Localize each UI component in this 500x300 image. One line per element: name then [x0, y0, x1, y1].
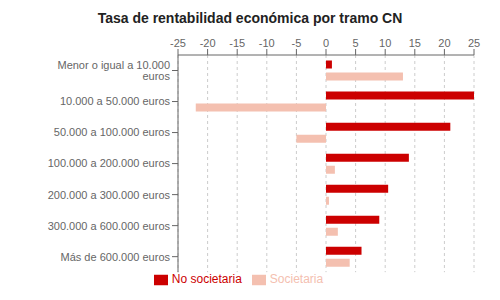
svg-text:10: 10	[379, 37, 391, 49]
html-text:Tasa de rentabilidad económica: Tasa de rentabilidad económica por tramo…	[97, 10, 403, 26]
svg-text:10.000 a 50.000 euros: 10.000 a 50.000 euros	[60, 95, 171, 107]
svg-text:25: 25	[468, 37, 480, 49]
svg-text:15: 15	[409, 37, 421, 49]
svg-text:-5: -5	[292, 37, 302, 49]
svg-text:-10: -10	[259, 37, 275, 49]
svg-text:-25: -25	[170, 37, 186, 49]
svg-text:20: 20	[438, 37, 450, 49]
svg-text:0: 0	[323, 37, 329, 49]
svg-text:-20: -20	[200, 37, 216, 49]
svg-text:Más de 600.000 euros: Más de 600.000 euros	[61, 251, 171, 263]
svg-text:200.000 a 300.000 euros: 200.000 a 300.000 euros	[48, 189, 171, 201]
html-text:No societaria: No societaria	[171, 272, 242, 287]
svg-text:Menor o igual a 10.000euros: Menor o igual a 10.000euros	[57, 59, 170, 82]
svg-text:100.000 a 200.000 euros: 100.000 a 200.000 euros	[48, 157, 171, 169]
svg-text:50.000 a 100.000 euros: 50.000 a 100.000 euros	[54, 126, 171, 138]
html-text:Societaria: Societaria	[269, 272, 324, 287]
svg-text:300.000 a 600.000 euros: 300.000 a 600.000 euros	[48, 220, 171, 232]
svg-text:5: 5	[353, 37, 359, 49]
svg-text:-15: -15	[229, 37, 245, 49]
